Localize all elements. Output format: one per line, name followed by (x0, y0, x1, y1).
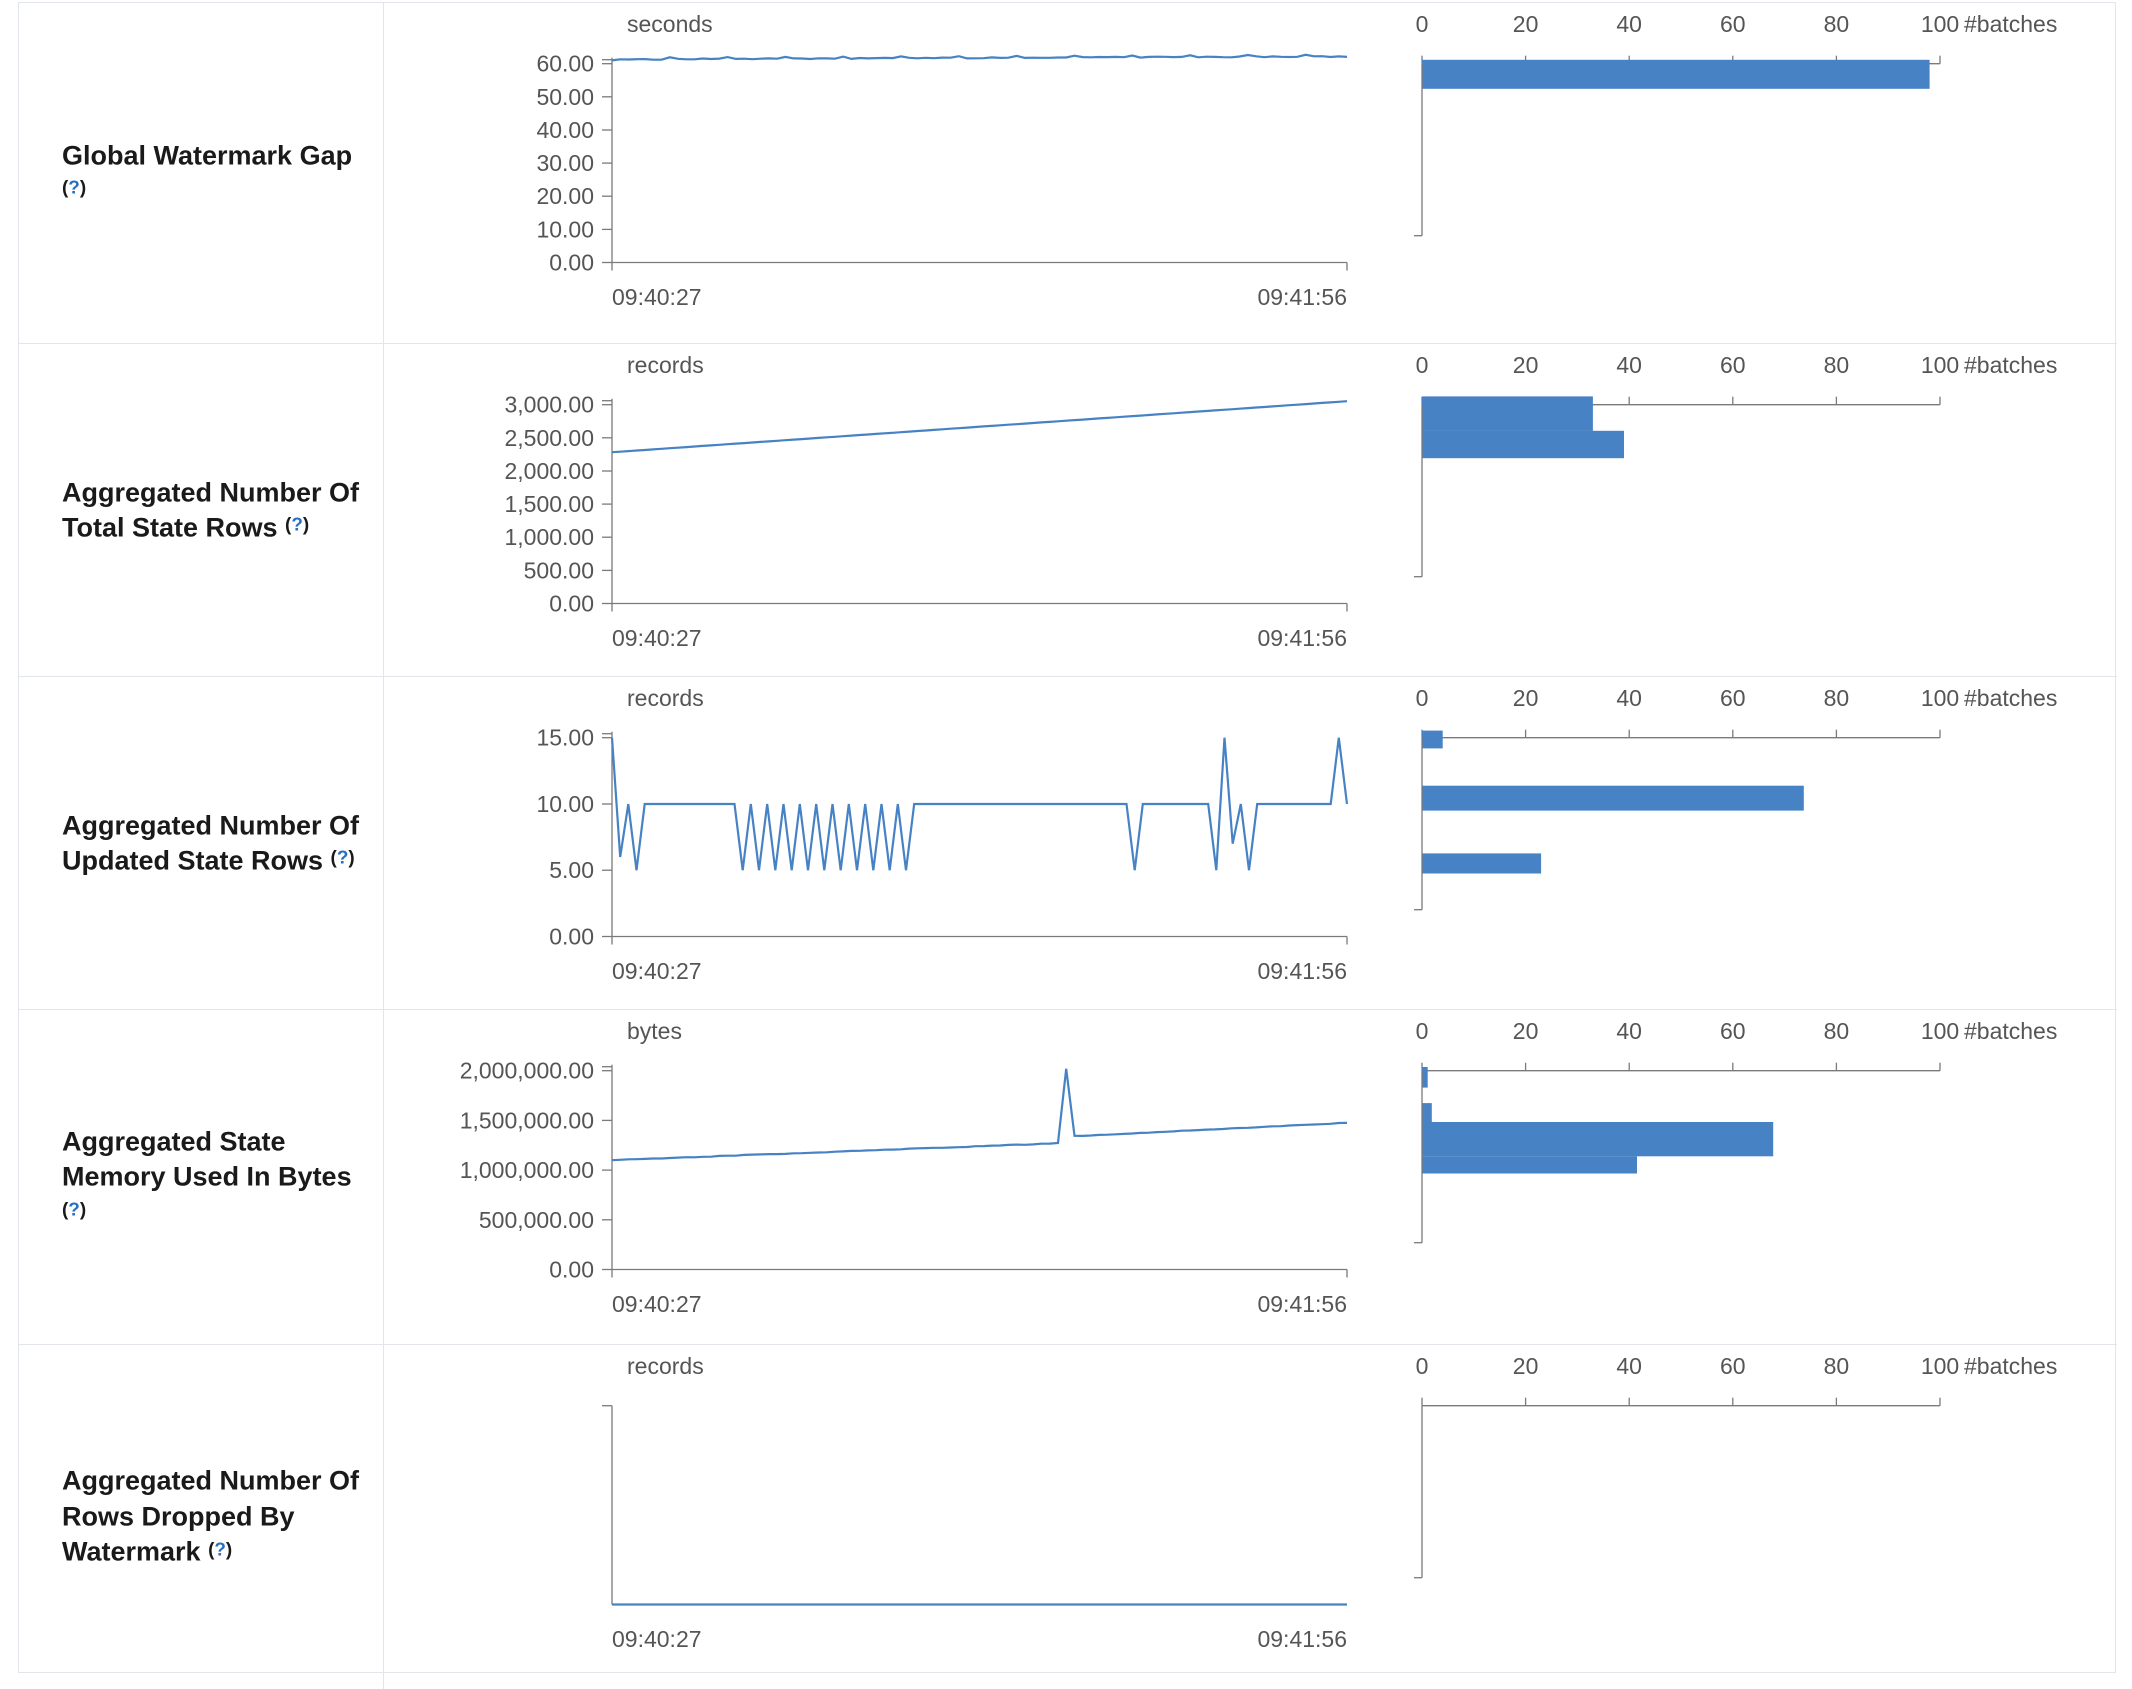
svg-text:09:41:56: 09:41:56 (1257, 625, 1347, 651)
svg-text:0: 0 (1415, 1018, 1428, 1044)
svg-text:40: 40 (1616, 1018, 1642, 1044)
svg-text:2,500.00: 2,500.00 (504, 425, 594, 451)
svg-text:20: 20 (1512, 352, 1538, 378)
svg-text:09:41:56: 09:41:56 (1257, 1291, 1347, 1317)
svg-text:60.00: 60.00 (536, 51, 594, 77)
svg-text:10.00: 10.00 (536, 791, 594, 817)
svg-text:seconds: seconds (627, 11, 713, 37)
svg-text:1,000,000.00: 1,000,000.00 (459, 1157, 593, 1183)
svg-text:80: 80 (1823, 685, 1849, 711)
svg-text:0: 0 (1415, 685, 1428, 711)
svg-text:09:41:56: 09:41:56 (1257, 1626, 1347, 1652)
svg-text:60: 60 (1720, 1353, 1746, 1379)
svg-text:80: 80 (1823, 1018, 1849, 1044)
svg-text:09:40:27: 09:40:27 (612, 284, 702, 310)
svg-text:60: 60 (1720, 1018, 1746, 1044)
svg-text:5.00: 5.00 (549, 857, 594, 883)
svg-text:20: 20 (1512, 1018, 1538, 1044)
svg-text:09:40:27: 09:40:27 (612, 958, 702, 984)
svg-text:60: 60 (1720, 352, 1746, 378)
svg-text:20: 20 (1512, 1353, 1538, 1379)
svg-text:100: 100 (1920, 1353, 1958, 1379)
svg-text:100: 100 (1920, 685, 1958, 711)
svg-text:0.00: 0.00 (549, 250, 594, 276)
svg-text:#batches: #batches (1964, 1353, 2057, 1379)
svg-text:09:41:56: 09:41:56 (1257, 284, 1347, 310)
svg-text:15.00: 15.00 (536, 725, 594, 751)
svg-text:40: 40 (1616, 352, 1642, 378)
svg-text:100: 100 (1920, 352, 1958, 378)
svg-text:records: records (627, 352, 704, 378)
svg-text:09:40:27: 09:40:27 (612, 1626, 702, 1652)
svg-text:#batches: #batches (1964, 1018, 2057, 1044)
svg-text:40.00: 40.00 (536, 117, 594, 143)
svg-text:40: 40 (1616, 1353, 1642, 1379)
svg-text:#batches: #batches (1964, 685, 2057, 711)
svg-text:records: records (627, 1353, 704, 1379)
svg-text:0: 0 (1415, 11, 1428, 37)
svg-text:50.00: 50.00 (536, 84, 594, 110)
svg-text:0: 0 (1415, 352, 1428, 378)
svg-text:#batches: #batches (1964, 352, 2057, 378)
svg-text:0: 0 (1415, 1353, 1428, 1379)
svg-text:500.00: 500.00 (523, 557, 593, 583)
svg-text:80: 80 (1823, 1353, 1849, 1379)
svg-text:09:41:56: 09:41:56 (1257, 958, 1347, 984)
svg-text:records: records (627, 685, 704, 711)
svg-text:0.00: 0.00 (549, 591, 594, 617)
svg-text:3,000.00: 3,000.00 (504, 392, 594, 418)
svg-text:1,500.00: 1,500.00 (504, 491, 594, 517)
svg-text:40: 40 (1616, 11, 1642, 37)
svg-text:20.00: 20.00 (536, 183, 594, 209)
svg-text:100: 100 (1920, 1018, 1958, 1044)
svg-text:500,000.00: 500,000.00 (478, 1207, 593, 1233)
svg-text:100: 100 (1920, 11, 1958, 37)
svg-text:40: 40 (1616, 685, 1642, 711)
svg-text:60: 60 (1720, 685, 1746, 711)
svg-text:80: 80 (1823, 352, 1849, 378)
svg-text:#batches: #batches (1964, 11, 2057, 37)
svg-text:80: 80 (1823, 11, 1849, 37)
svg-text:60: 60 (1720, 11, 1746, 37)
svg-text:30.00: 30.00 (536, 150, 594, 176)
svg-text:1,500,000.00: 1,500,000.00 (459, 1107, 593, 1133)
svg-text:09:40:27: 09:40:27 (612, 1291, 702, 1317)
svg-text:09:40:27: 09:40:27 (612, 625, 702, 651)
svg-text:20: 20 (1512, 685, 1538, 711)
svg-text:bytes: bytes (627, 1018, 682, 1044)
svg-text:2,000.00: 2,000.00 (504, 458, 594, 484)
svg-text:2,000,000.00: 2,000,000.00 (459, 1058, 593, 1084)
svg-text:10.00: 10.00 (536, 216, 594, 242)
svg-text:1,000.00: 1,000.00 (504, 524, 594, 550)
svg-text:0.00: 0.00 (549, 924, 594, 950)
svg-text:0.00: 0.00 (549, 1257, 594, 1283)
svg-text:20: 20 (1512, 11, 1538, 37)
